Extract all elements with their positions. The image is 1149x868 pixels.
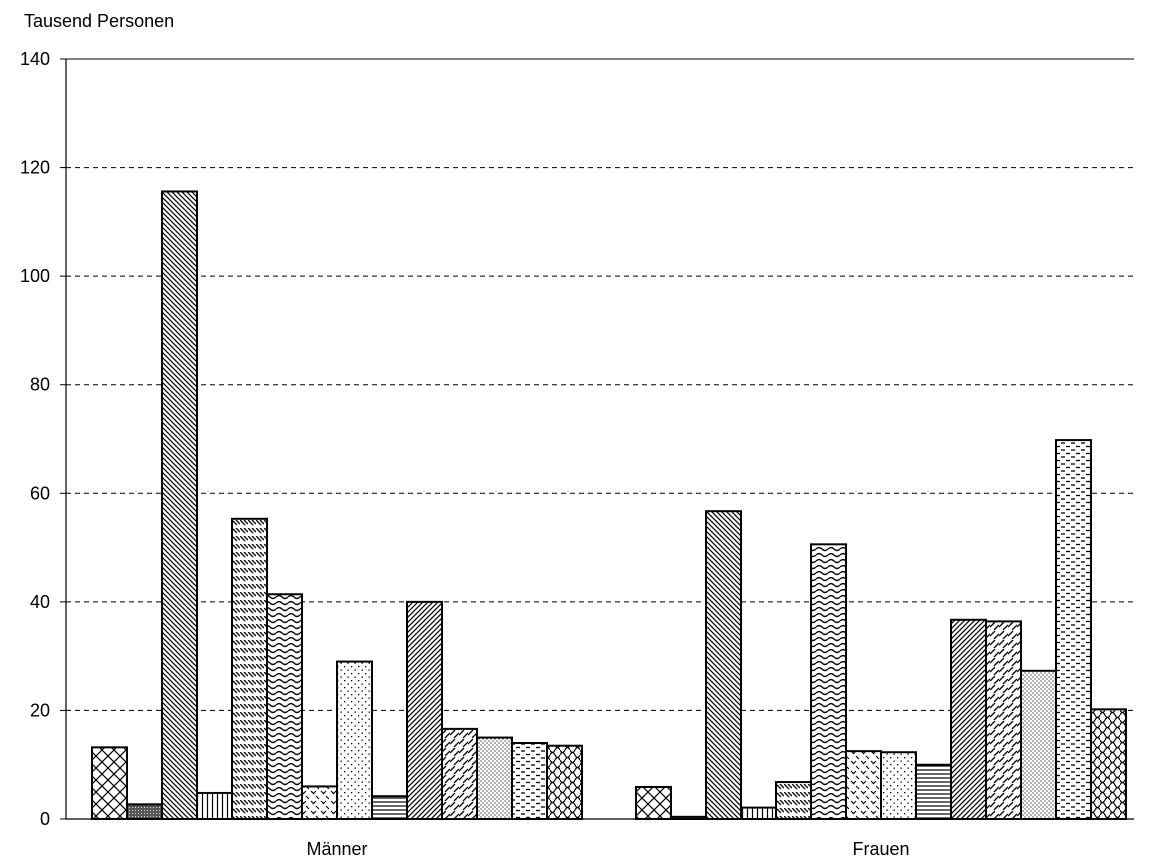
bar <box>301 785 338 821</box>
bar <box>336 660 373 820</box>
y-tick-label: 0 <box>40 809 50 829</box>
y-tick-label: 100 <box>20 266 50 286</box>
x-category-label: Frauen <box>852 839 909 859</box>
gridlines <box>66 58 1134 711</box>
bar <box>845 750 882 821</box>
y-tick-label: 140 <box>20 49 50 69</box>
bar <box>915 763 952 821</box>
bar <box>161 190 198 820</box>
bar <box>196 791 233 821</box>
bar <box>231 517 268 820</box>
y-axis-title: Tausend Personen <box>24 11 174 31</box>
x-category-label: Männer <box>306 839 367 859</box>
y-tick-label: 120 <box>20 158 50 178</box>
bar <box>880 751 917 821</box>
bar <box>985 620 1022 821</box>
bar <box>266 593 303 820</box>
bar <box>126 803 163 820</box>
bar <box>1090 708 1127 820</box>
bar <box>1055 439 1092 820</box>
bars <box>91 190 1127 821</box>
axes <box>65 59 1134 820</box>
bar <box>406 600 443 820</box>
bar <box>775 781 812 820</box>
bar <box>91 746 128 820</box>
bar <box>546 744 583 821</box>
bar <box>441 727 478 821</box>
bar <box>740 806 777 820</box>
y-tick-label: 80 <box>30 375 50 395</box>
y-tick-label: 60 <box>30 483 50 503</box>
bar <box>810 543 847 820</box>
y-tick-label: 40 <box>30 592 50 612</box>
bar <box>705 510 742 820</box>
y-tick-label: 20 <box>30 700 50 720</box>
category-labels: Männer Frauen <box>306 839 909 859</box>
bar <box>1020 669 1057 820</box>
bar <box>476 736 513 820</box>
bar <box>950 618 987 820</box>
bar <box>511 742 548 820</box>
bar <box>371 795 408 821</box>
bar <box>635 785 672 821</box>
y-axis-ticks: 0 20 40 60 80 100 120 140 <box>20 49 66 829</box>
